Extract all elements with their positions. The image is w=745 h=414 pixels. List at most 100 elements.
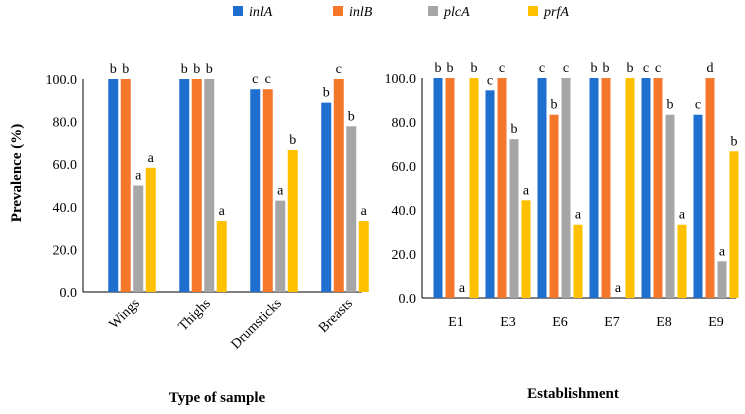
bar-letter-plcA-Breasts: b [348,109,355,124]
y-tick-labels: 0.0 20.0 40.0 60.0 80.0 100.0 [46,73,78,301]
bar-inlB-E6 [549,114,559,299]
x-tick-label-Wings: Wings [107,296,143,332]
bar-letter-inlA-E1: b [435,61,442,76]
bar-inlA-E9 [693,114,703,299]
legend-label-inlA: inlA [249,5,273,20]
x-tick-label-Thighs: Thighs [176,296,214,334]
bar-inlB-Drumsticks [262,89,273,292]
x-tick-label-Breasts: Breasts [316,296,356,336]
bar-prfA-Thighs [216,221,227,292]
bar-inlB-E9 [705,78,715,298]
bar-letter-plcA-E3: b [511,122,518,137]
bars [108,79,369,292]
y-axis-title: Prevalence (%) [9,124,25,222]
bar-letter-inlA-E3: c [487,73,493,88]
y-tick-label: 20.0 [392,248,417,263]
legend-swatch-plcA [428,6,438,16]
bar-letter-inlA-E8: c [643,61,649,76]
bar-letter-plcA-E7: a [615,281,622,296]
chart-type-of-sample: Prevalence (%) 0.020.040.060.080.0100.0 … [9,62,369,406]
bar-letter-inlA-Thighs: b [181,62,188,77]
bar-inlA-Thighs [179,79,190,292]
bar-inlA-E7 [589,78,599,298]
y-tick-label: 80.0 [53,116,78,131]
bar-inlB-Breasts [333,79,344,292]
bar-inlB-Thighs [191,79,202,292]
x-tick-label-Drumsticks: Drumsticks [229,296,285,352]
bar-letter-plcA-Thighs: b [206,62,213,77]
bar-letter-inlB-E7: b [603,61,610,76]
bar-letter-prfA-E3: a [523,183,530,198]
legend-label-inlB: inlB [349,5,373,20]
bar-plcA-E9 [717,261,727,298]
bar-letter-inlB-Breasts: c [336,62,342,77]
bar-letter-plcA-E6: c [563,61,569,76]
bar-letter-plcA-E9: a [719,244,726,259]
bar-prfA-E3 [521,200,531,298]
bar-letter-inlA-E6: c [539,61,545,76]
bar-letter-inlB-E6: b [551,98,558,113]
bar-prfA-Wings [145,167,156,292]
bar-prfA-E8 [677,224,687,298]
x-axis-title: Establishment [527,386,619,402]
bar-inlB-E8 [653,78,663,298]
y-tick-label: 100.0 [385,72,417,87]
bar-inlA-E3 [485,90,495,298]
bar-letter-plcA-E8: b [667,98,674,113]
bar-letter-inlA-E9: c [695,98,701,113]
bar-letter-inlB-Wings: b [122,62,129,77]
bar-inlA-E8 [641,78,651,298]
bar-inlA-Breasts [321,102,332,292]
bar-plcA-Drumsticks [275,200,286,292]
bar-letter-inlB-Drumsticks: c [265,72,271,87]
bar-letter-inlA-E7: b [591,61,598,76]
bar-letter-prfA-E8: a [679,208,686,223]
bar-letter-inlB-E1: b [447,61,454,76]
bar-letter-inlB-E9: d [707,61,714,76]
y-tick-label: 80.0 [392,116,417,131]
bar-letter-prfA-Wings: a [148,151,155,166]
bar-letter-inlB-E8: c [655,61,661,76]
bar-letter-inlB-E3: c [499,61,505,76]
y-tick-label: 20.0 [53,243,78,258]
bar-prfA-E9 [729,151,739,298]
bar-letter-plcA-Wings: a [135,169,142,184]
y-tick-label: 40.0 [53,201,78,216]
bar-letter-prfA-E9: b [731,134,738,149]
bar-plcA-Wings [133,185,144,292]
bar-plcA-Thighs [204,79,215,292]
bar-letter-plcA-Drumsticks: a [277,184,284,199]
bar-letter-prfA-Breasts: a [361,204,368,219]
bar-prfA-E6 [573,224,583,298]
bar-plcA-E3 [509,139,519,298]
bar-letter-inlA-Drumsticks: c [252,72,258,87]
bar-letter-prfA-E7: b [627,61,634,76]
y-tick-label: 0.0 [60,286,78,301]
bar-inlA-E1 [433,78,443,298]
legend-label-prfA: prfA [543,5,569,20]
bar-letter-inlA-Breasts: b [323,86,330,101]
bar-letter-prfA-E6: a [575,208,582,223]
bar-letter-inlA-Wings: b [110,62,117,77]
x-tick-label-E8: E8 [656,315,672,330]
y-tick-label: 0.0 [399,292,417,307]
bar-inlA-E6 [537,78,547,298]
x-axis-title: Type of sample [169,390,266,406]
bar-plcA-Breasts [346,126,357,292]
bar-inlB-E7 [601,78,611,298]
bar-letter-prfA-Thighs: a [219,204,226,219]
bar-letter-plcA-E1: a [459,281,466,296]
bar-letter-inlB-Thighs: b [193,62,200,77]
x-tick-labels: E1 E3 E6 E7 E8 E9 [448,315,724,330]
y-tick-label: 40.0 [392,204,417,219]
x-tick-label-E3: E3 [500,315,516,330]
y-tick-label: 60.0 [392,160,417,175]
legend-label-plcA: plcA [443,5,470,20]
bar-prfA-E1 [469,78,479,298]
bars [433,78,739,299]
bar-plcA-E6 [561,78,571,298]
